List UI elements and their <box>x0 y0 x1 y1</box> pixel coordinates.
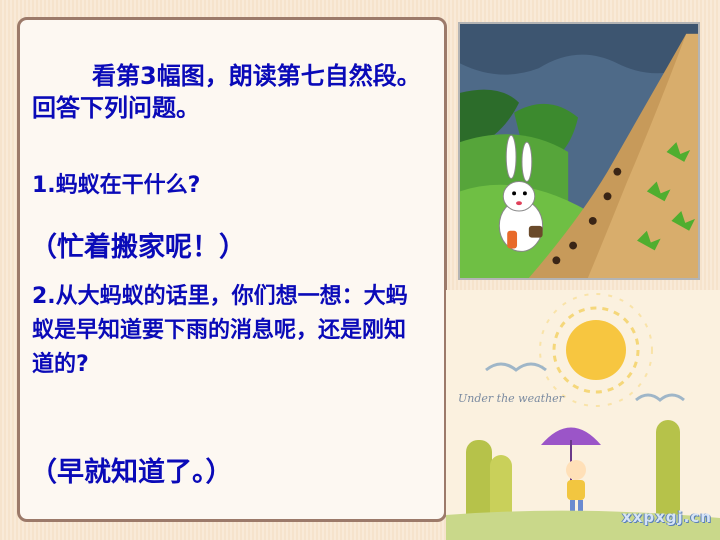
answer-1: （忙着搬家呢！） <box>30 232 246 263</box>
question-intro: 看第3幅图，朗读第七自然段。回答下列问题。 <box>32 62 421 122</box>
watermark-text: xxpxgj.cn <box>622 508 712 526</box>
illustration-caption: Under the weather <box>458 392 565 405</box>
question-1: 1.蚂蚁在干什么? <box>32 173 201 198</box>
text-panel <box>17 17 447 522</box>
question-2: 2.从大蚂蚁的话里，你们想一想：大蚂蚁是早知道要下雨的消息呢，还是刚知道的? <box>32 284 408 377</box>
rabbit-ants-illustration <box>458 22 700 280</box>
sun-umbrella-illustration: Under the weather <box>446 290 720 540</box>
answer-2: （早就知道了。） <box>30 457 233 488</box>
